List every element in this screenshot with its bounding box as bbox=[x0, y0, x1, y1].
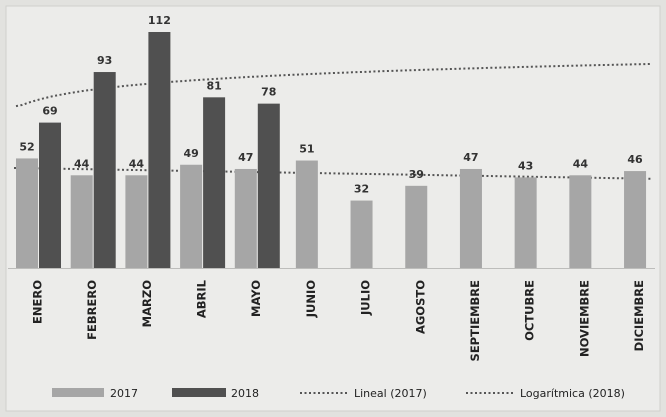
bar-2017-febrero bbox=[70, 175, 93, 268]
data-label-2017-diciembre: 46 bbox=[627, 153, 643, 166]
legend-label-log: Logarítmica (2018) bbox=[520, 387, 625, 400]
category-labels: ENERO FEBRERO MARZO ABRIL MAYO JUNIO JULIO AGOS… bbox=[30, 279, 646, 361]
data-label-2017-julio: 32 bbox=[354, 183, 369, 196]
legend-swatch-2017 bbox=[52, 388, 104, 397]
data-label-2018-marzo: 112 bbox=[148, 14, 171, 27]
bar-2017-septiembre bbox=[459, 168, 482, 268]
data-label-2017-agosto: 39 bbox=[409, 168, 424, 181]
legend-label-2017: 2017 bbox=[110, 387, 138, 400]
category-label-diciembre: DICIEMBRE bbox=[632, 280, 646, 351]
data-label-2017-noviembre: 44 bbox=[573, 157, 589, 170]
category-label-mayo: MAYO bbox=[249, 280, 263, 317]
category-label-noviembre: NOVIEMBRE bbox=[577, 280, 591, 357]
data-label-2018-febrero: 93 bbox=[97, 54, 112, 67]
category-label-enero: ENERO bbox=[30, 280, 44, 324]
bar-2017-mayo bbox=[234, 168, 257, 268]
legend: 2017 2018 Lineal (2017) Logarítmica (2018) bbox=[52, 387, 625, 400]
data-label-2017-mayo: 47 bbox=[238, 151, 253, 164]
bar-2017-junio bbox=[295, 160, 318, 268]
data-label-2017-enero: 52 bbox=[19, 140, 34, 153]
bar-2018-abril bbox=[203, 97, 226, 268]
bar-2017-abril bbox=[180, 164, 203, 268]
category-label-abril: ABRIL bbox=[194, 279, 208, 318]
bar-2018-febrero bbox=[93, 72, 116, 269]
bar-2018-marzo bbox=[148, 32, 171, 268]
category-label-septiembre: SEPTIEMBRE bbox=[468, 280, 482, 362]
category-label-febrero: FEBRERO bbox=[85, 280, 99, 340]
bar-2018-mayo bbox=[257, 103, 280, 269]
bar-2017-enero bbox=[16, 158, 38, 268]
data-label-2017-junio: 51 bbox=[299, 143, 314, 156]
bar-2017-agosto bbox=[405, 185, 428, 268]
data-label-2018-mayo: 78 bbox=[261, 86, 276, 99]
trendline-logarithmic-2018 bbox=[15, 62, 653, 108]
data-label-2017-febrero: 44 bbox=[74, 157, 90, 170]
data-label-2018-enero: 69 bbox=[42, 105, 57, 118]
bar-2017-diciembre bbox=[624, 171, 647, 268]
bar-2018-enero bbox=[39, 122, 61, 268]
bar-2017-julio bbox=[350, 200, 373, 268]
data-label-2017-octubre: 43 bbox=[518, 159, 533, 172]
category-label-junio: JUNIO bbox=[304, 280, 318, 319]
trendline-linear-2017 bbox=[13, 166, 653, 180]
category-label-marzo: MARZO bbox=[140, 280, 154, 328]
category-label-julio: JULIO bbox=[359, 280, 373, 316]
bar-2017-marzo bbox=[125, 175, 148, 268]
data-labels: 52 69 44 93 44 112 49 81 47 78 51 32 39 47 43 44 46 bbox=[19, 14, 643, 196]
data-label-2017-abril: 49 bbox=[183, 147, 198, 160]
category-label-octubre: OCTUBRE bbox=[523, 280, 537, 341]
legend-label-2018: 2018 bbox=[231, 387, 259, 400]
trendlines bbox=[13, 62, 653, 180]
category-label-agosto: AGOSTO bbox=[413, 280, 427, 334]
legend-swatch-2018 bbox=[172, 388, 226, 397]
bars bbox=[16, 32, 647, 269]
bar-2017-noviembre bbox=[569, 175, 592, 268]
bar-2017-octubre bbox=[514, 177, 537, 268]
data-label-2017-septiembre: 47 bbox=[463, 151, 478, 164]
data-label-2018-abril: 81 bbox=[206, 79, 221, 92]
data-label-2017-marzo: 44 bbox=[129, 157, 145, 170]
legend-label-linear: Lineal (2017) bbox=[354, 387, 427, 400]
